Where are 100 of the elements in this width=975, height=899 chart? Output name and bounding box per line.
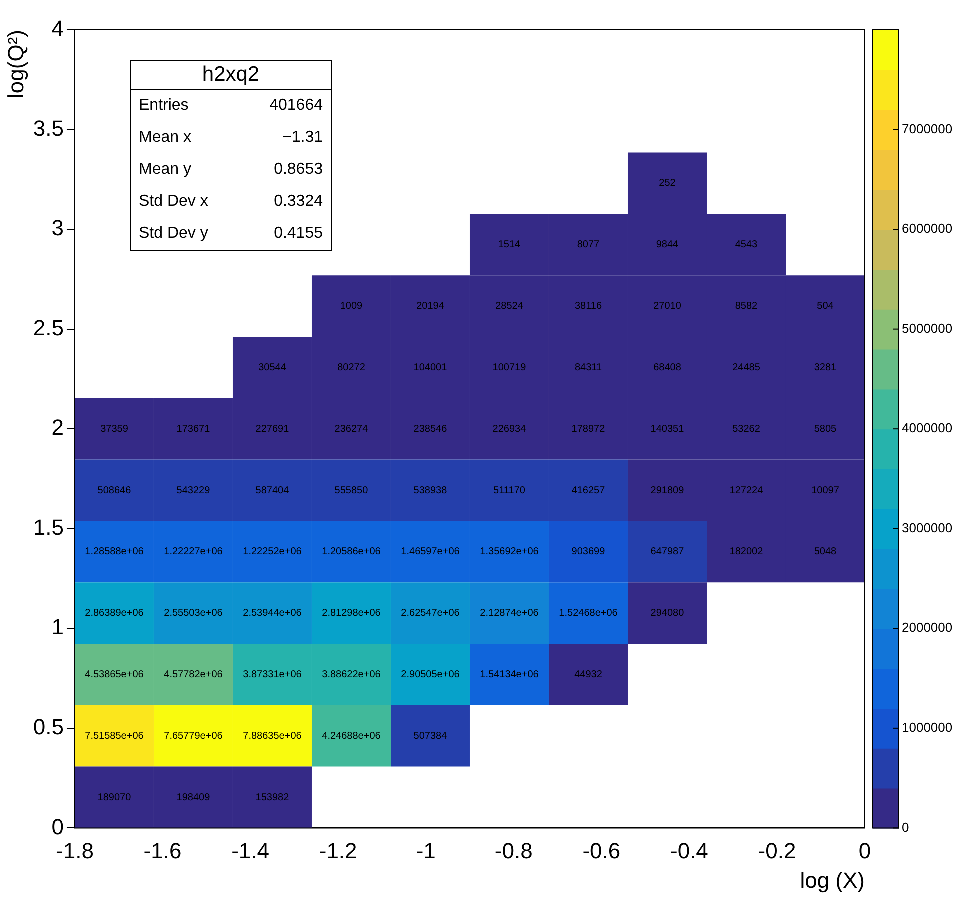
data-label: 2.62547e+06 <box>401 608 460 620</box>
y-tick-label: 3 <box>52 216 64 241</box>
color-bar-label: 5000000 <box>902 320 953 336</box>
data-label: 1.28588e+06 <box>85 546 144 558</box>
data-label: 4543 <box>735 240 758 251</box>
data-label: 182002 <box>730 546 764 558</box>
annotation: Std Dev x <box>139 193 208 211</box>
data-label: 27010 <box>654 301 682 312</box>
x-tick-label: -0.4 <box>670 838 708 864</box>
color-bar-label: 2000000 <box>902 620 953 636</box>
data-label: 416257 <box>572 485 606 496</box>
data-label: 104001 <box>414 362 448 374</box>
data-label: 5048 <box>814 546 838 558</box>
data-label: 7.65779e+06 <box>164 730 224 742</box>
data-label: 173671 <box>176 424 211 435</box>
data-label: 178972 <box>572 424 606 435</box>
annotation: h2xq2 <box>131 61 331 90</box>
data-label: 68408 <box>654 362 682 374</box>
y-tick-label: 1.5 <box>33 514 64 540</box>
annotation: Mean x <box>139 129 192 147</box>
y-tick-label: 1 <box>52 614 64 640</box>
annotation: 0.3324 <box>274 193 323 211</box>
data-label: 507384 <box>414 730 448 742</box>
y-axis-title: log(Q²) <box>3 30 28 98</box>
y-tick-label: 4 <box>52 16 64 42</box>
data-label: 7.88635e+06 <box>243 730 302 742</box>
data-label: 10097 <box>812 485 840 496</box>
data-label: 1514 <box>498 240 522 251</box>
data-label: 2.55503e+06 <box>164 608 224 620</box>
data-label: 30544 <box>258 362 287 374</box>
x-tick-label: -1.2 <box>319 838 358 864</box>
x-tick-label: -0.8 <box>494 838 533 864</box>
data-label: 587404 <box>256 485 290 496</box>
data-label: 1.22227e+06 <box>164 546 224 558</box>
data-label: 140351 <box>650 424 685 435</box>
data-label: 2.12874e+06 <box>480 608 540 620</box>
data-label: 153982 <box>256 792 290 804</box>
x-tick-label: -1.4 <box>232 838 270 864</box>
data-label: 238546 <box>414 424 448 435</box>
data-label: 2.81298e+06 <box>322 608 382 620</box>
data-label: 4.24688e+06 <box>322 730 382 742</box>
data-label: 24485 <box>732 362 761 374</box>
data-label: 647987 <box>650 546 685 558</box>
color-bar-label: 0 <box>902 820 910 835</box>
data-label: 294080 <box>650 608 685 620</box>
data-label: 1.54134e+06 <box>480 669 540 680</box>
data-label: 1.46597e+06 <box>401 546 460 558</box>
y-tick-label: 2 <box>52 415 64 440</box>
data-label: 1009 <box>340 301 364 312</box>
annotation: 401664 <box>270 97 323 115</box>
data-label: 8077 <box>577 240 600 251</box>
color-bar-label: 4000000 <box>902 420 953 436</box>
data-label: 1.20586e+06 <box>322 546 382 558</box>
data-label: 20194 <box>416 301 445 312</box>
data-label: 44932 <box>574 669 603 680</box>
color-bar-label: 7000000 <box>902 121 953 136</box>
x-tick-label: -1.6 <box>144 838 182 864</box>
color-bar-label: 1000000 <box>902 720 953 736</box>
data-label: 504 <box>817 301 834 312</box>
x-tick-label: -0.6 <box>582 838 621 864</box>
x-axis-title: log (X) <box>800 868 865 893</box>
data-label: 127224 <box>730 485 764 496</box>
data-label: 189070 <box>98 792 132 804</box>
data-label: 2.90505e+06 <box>401 669 460 680</box>
y-tick-label: 2.5 <box>33 315 64 340</box>
data-label: 555850 <box>334 485 369 496</box>
annotation: Std Dev y <box>139 225 208 243</box>
data-label: 903699 <box>572 546 606 558</box>
color-bar-label: 6000000 <box>902 221 953 236</box>
y-tick-label: 0.5 <box>33 714 64 740</box>
data-label: 100719 <box>492 362 527 374</box>
x-tick-label: 0 <box>858 838 872 864</box>
annotation: 0.4155 <box>274 225 323 243</box>
annotation: Entries <box>139 97 189 115</box>
data-label: 226934 <box>492 424 527 435</box>
data-label: 543229 <box>176 485 211 496</box>
x-tick-label: -1.8 <box>56 838 94 864</box>
data-label: 38116 <box>574 301 602 312</box>
y-tick-label: 3.5 <box>33 116 64 141</box>
data-label: 53262 <box>732 424 761 435</box>
data-label: 3281 <box>814 362 838 374</box>
data-label: 252 <box>659 178 676 190</box>
data-label: 28524 <box>496 301 524 312</box>
data-label: 2.86389e+06 <box>85 608 144 620</box>
data-label: 3.88622e+06 <box>322 669 382 680</box>
color-bar-label: 3000000 <box>902 520 953 536</box>
data-label: 8582 <box>735 301 758 312</box>
data-label: 1.22252e+06 <box>243 546 302 558</box>
data-label: 84311 <box>574 362 602 374</box>
data-label: 80272 <box>338 362 366 374</box>
data-label: 37359 <box>100 424 129 435</box>
annotation: Mean y <box>139 161 192 179</box>
x-tick-label: -1 <box>416 838 436 864</box>
data-label: 538938 <box>414 485 448 496</box>
data-label: 5805 <box>814 424 838 435</box>
data-label: 1.52468e+06 <box>559 608 618 620</box>
data-label: 511170 <box>494 485 526 496</box>
data-label: 236274 <box>334 424 369 435</box>
data-label: 291809 <box>650 485 685 496</box>
data-label: 4.57782e+06 <box>164 669 224 680</box>
